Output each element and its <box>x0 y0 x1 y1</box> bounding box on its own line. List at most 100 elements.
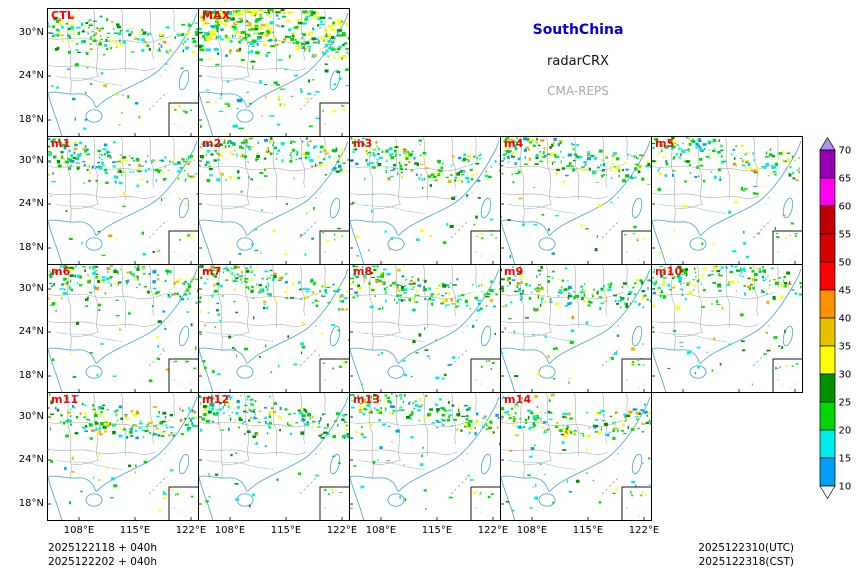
map-panel-m7: m7 <box>198 264 350 393</box>
panel-label: m1 <box>51 137 71 150</box>
map-panel-m9: m9 <box>500 264 652 393</box>
map-panel-MAX: MAX <box>198 8 350 137</box>
lon-tick-label: 115°E <box>572 525 604 536</box>
colorbar-tick-label: 70 <box>839 146 852 157</box>
lon-tick-label: 122°E <box>326 525 358 536</box>
colorbar-tick-label: 45 <box>839 286 852 297</box>
lat-tick-label: 18°N <box>18 114 44 125</box>
radar-map <box>500 392 652 521</box>
colorbar-tick-label: 55 <box>839 230 852 241</box>
map-panel-m4: m4 <box>500 136 652 265</box>
sea-inset <box>470 358 501 393</box>
colorbar-tick-label: 40 <box>839 314 852 325</box>
lon-tick-label: 122°E <box>477 525 509 536</box>
panel-label: m10 <box>655 265 683 278</box>
sea-inset <box>470 230 501 265</box>
radar-echoes <box>198 9 350 130</box>
sea-inset <box>168 358 199 393</box>
axis-ticks <box>47 32 192 137</box>
lat-tick-label: 30°N <box>18 27 44 38</box>
sea-inset <box>621 486 652 521</box>
axis-ticks <box>349 416 494 521</box>
panel-label: m2 <box>202 137 222 150</box>
radar-map <box>198 264 350 393</box>
model-title: CMA-REPS <box>547 84 609 98</box>
axis-ticks <box>500 160 645 265</box>
panel-label: m6 <box>51 265 71 278</box>
footer-valid-times: 2025122310(UTC) 2025122318(CST) <box>698 541 794 569</box>
colorbar-segment <box>819 149 836 179</box>
lat-tick-label: 18°N <box>18 498 44 509</box>
lat-tick-label: 18°N <box>18 370 44 381</box>
colorbar-tick-label: 10 <box>839 482 852 493</box>
colorbar-segment <box>819 261 836 291</box>
sea-inset <box>319 486 350 521</box>
sea-inset <box>772 358 803 393</box>
panel-label: m12 <box>202 393 230 406</box>
colorbar-tick-label: 15 <box>839 454 852 465</box>
axis-ticks <box>500 416 645 521</box>
radar-echoes <box>350 137 501 257</box>
radar-echoes <box>198 137 350 256</box>
panel-label: m7 <box>202 265 222 278</box>
lon-tick-label: 122°E <box>175 525 207 536</box>
map-panel-m13: m13 <box>349 392 501 521</box>
radar-map <box>47 264 199 393</box>
map-panel-m12: m12 <box>198 392 350 521</box>
radar-map <box>651 264 803 393</box>
radar-echoes <box>500 137 652 259</box>
axis-ticks <box>198 416 343 521</box>
panel-label: m13 <box>353 393 381 406</box>
lon-tick-label: 108°E <box>365 525 397 536</box>
lon-tick-label: 115°E <box>270 525 302 536</box>
map-panel-m2: m2 <box>198 136 350 265</box>
radar-map <box>47 136 199 265</box>
radar-echoes <box>47 265 199 383</box>
panel-label: m9 <box>504 265 524 278</box>
radar-map <box>349 136 501 265</box>
radar-map <box>47 8 199 137</box>
axis-ticks <box>47 288 192 393</box>
radar-echoes <box>500 393 652 512</box>
colorbar-segment <box>819 233 836 263</box>
map-panel-m14: m14 <box>500 392 652 521</box>
axis-ticks <box>651 288 796 393</box>
lat-tick-label: 24°N <box>18 198 44 209</box>
panel-border <box>651 264 803 393</box>
radar-echoes <box>349 265 501 385</box>
panel-label: CTL <box>51 9 75 22</box>
colorbar-segment <box>819 373 836 403</box>
colorbar-tick-label: 50 <box>839 258 852 269</box>
lat-tick-label: 30°N <box>18 283 44 294</box>
colorbar-tick-label: 65 <box>839 174 852 185</box>
map-panel-m6: m6 <box>47 264 199 393</box>
sea-inset <box>319 102 350 137</box>
axis-ticks <box>349 160 494 265</box>
axis-ticks <box>198 288 343 393</box>
init-time-cst: 2025122202 + 040h <box>48 556 157 568</box>
axis-ticks <box>47 160 192 265</box>
lat-tick-label: 18°N <box>18 242 44 253</box>
lon-tick-label: 108°E <box>63 525 95 536</box>
sea-inset <box>168 102 199 137</box>
colorbar-tick-label: 20 <box>839 426 852 437</box>
radar-map <box>500 136 652 265</box>
radar-echoes <box>47 9 199 130</box>
sea-inset <box>621 230 652 265</box>
panel-label: m14 <box>504 393 532 406</box>
colorbar-tick-label: 30 <box>839 370 852 381</box>
panel-label: m4 <box>504 137 524 150</box>
map-panel-CTL: CTL <box>47 8 199 137</box>
radar-map <box>349 264 501 393</box>
radar-echoes <box>651 137 803 259</box>
radar-echoes <box>349 393 501 512</box>
colorbar-segment <box>819 205 836 235</box>
radar-map <box>198 8 350 137</box>
lon-tick-label: 115°E <box>421 525 453 536</box>
panel-label: m8 <box>353 265 373 278</box>
radar-map <box>349 392 501 521</box>
lat-tick-label: 30°N <box>18 155 44 166</box>
map-panel-m10: m10 <box>651 264 803 393</box>
lat-tick-label: 30°N <box>18 411 44 422</box>
